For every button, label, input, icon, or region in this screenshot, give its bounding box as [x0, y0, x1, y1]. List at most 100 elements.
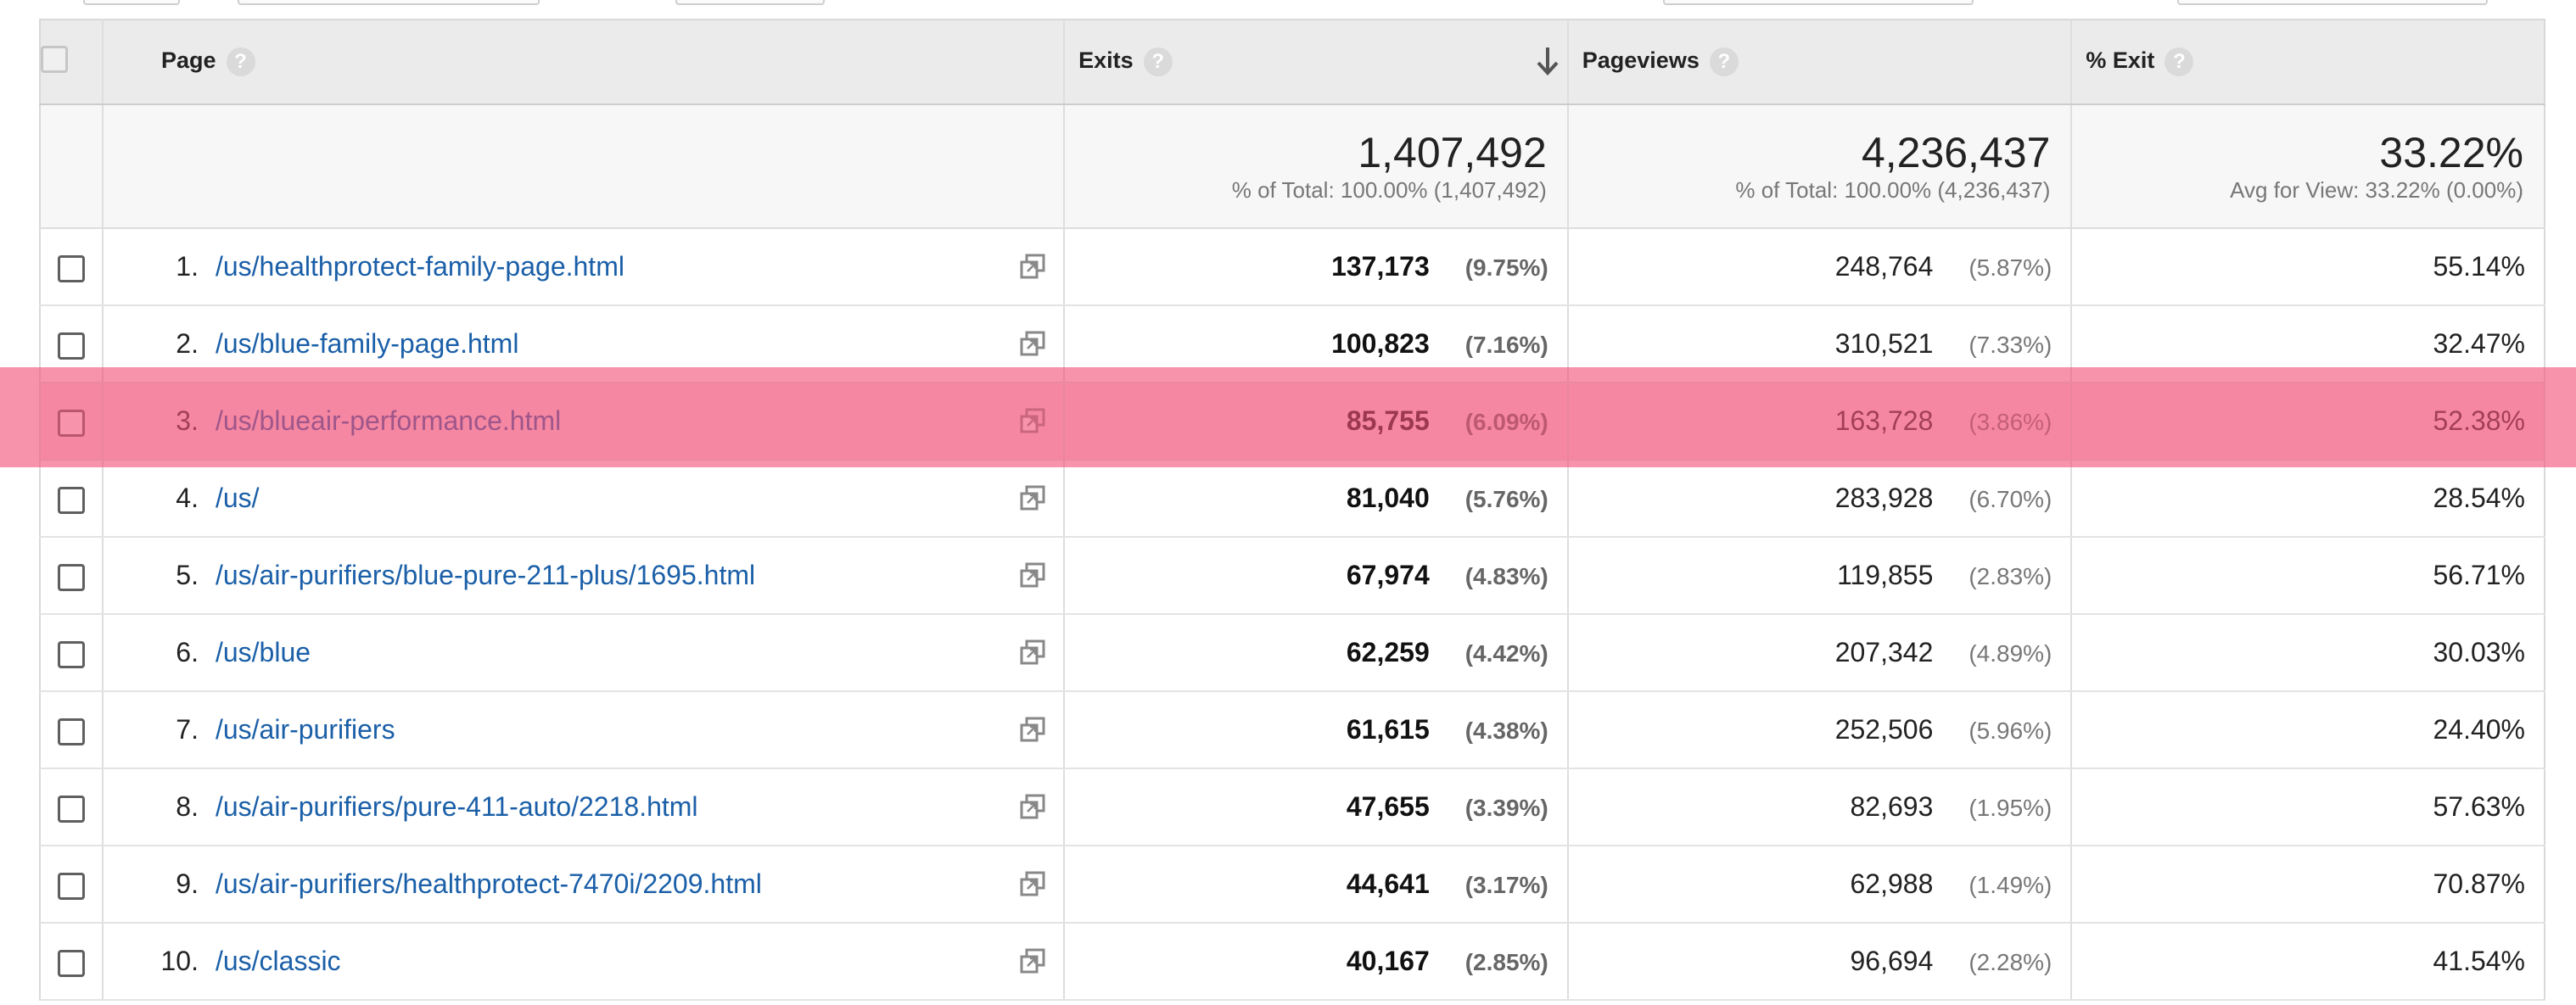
pageviews-percent: (1.49%)	[1968, 872, 2052, 898]
pct-exit-cell: 28.54%	[2071, 460, 2545, 538]
exits-total-sub: % of Total: 100.00% (1,407,492)	[1231, 177, 1547, 203]
row-checkbox[interactable]	[57, 254, 85, 282]
pageviews-value: 283,928	[1834, 483, 1934, 513]
open-external-icon[interactable]	[1019, 947, 1046, 974]
page-link[interactable]: /us/blue-family-page.html	[215, 328, 519, 359]
open-external-icon[interactable]	[1019, 330, 1046, 357]
toolbar-control-1[interactable]	[83, 0, 180, 5]
row-checkbox[interactable]	[57, 409, 85, 437]
row-checkbox[interactable]	[57, 640, 85, 668]
open-external-icon[interactable]	[1019, 870, 1046, 897]
pct-exit-cell: 57.63%	[2071, 768, 2545, 846]
page-link[interactable]: /us/healthprotect-family-page.html	[215, 251, 624, 282]
page-link[interactable]: /us/blue	[215, 637, 311, 667]
help-icon[interactable]: ?	[1709, 47, 1739, 76]
exits-percent: (5.76%)	[1464, 486, 1548, 512]
exits-cell: 61,615 (4.38%)	[1064, 691, 1569, 769]
pageviews-value: 163,728	[1834, 405, 1934, 436]
row-checkbox-cell	[40, 305, 104, 383]
table-row: 1. /us/healthprotect-family-page.html 137…	[40, 228, 2545, 306]
exits-percent: (4.38%)	[1464, 717, 1548, 744]
select-all-checkbox[interactable]	[41, 45, 68, 73]
arrow-down-icon[interactable]	[1535, 46, 1560, 84]
pageviews-cell: 119,855 (2.83%)	[1567, 537, 2073, 615]
row-checkbox[interactable]	[57, 872, 85, 900]
pct-exit-cell: 24.40%	[2071, 691, 2545, 769]
pageviews-cell: 207,342 (4.89%)	[1567, 614, 2073, 692]
page-link[interactable]: /us/air-purifiers/pure-411-auto/2218.htm…	[215, 791, 698, 822]
row-checkbox[interactable]	[57, 486, 85, 514]
open-external-icon[interactable]	[1019, 716, 1046, 743]
help-icon[interactable]: ?	[226, 47, 255, 76]
row-checkbox[interactable]	[57, 332, 85, 360]
pageviews-value: 96,694	[1850, 946, 1934, 976]
pct-exit-total-sub: Avg for View: 33.22% (0.00%)	[2230, 177, 2523, 203]
pageviews-cell: 252,506 (5.96%)	[1567, 691, 2073, 769]
page-link[interactable]: /us/classic	[215, 946, 341, 976]
exits-percent: (7.16%)	[1464, 332, 1548, 358]
pageviews-percent: (5.87%)	[1968, 254, 2052, 281]
page-link[interactable]: /us/air-purifiers/blue-pure-211-plus/169…	[215, 560, 756, 590]
table-body: 1. /us/healthprotect-family-page.html 137…	[40, 228, 2545, 1001]
totals-empty-cell	[40, 104, 104, 229]
page-cell: 9. /us/air-purifiers/healthprotect-7470i/…	[102, 846, 1066, 924]
row-checkbox[interactable]	[57, 717, 85, 745]
table-row: 8. /us/air-purifiers/pure-411-auto/2218.h…	[40, 768, 2545, 846]
pct-exit-cell: 56.71%	[2071, 537, 2545, 615]
pct-exit-value: 57.63%	[2433, 791, 2525, 822]
exits-cell: 62,259 (4.42%)	[1064, 614, 1569, 692]
toolbar-control-3[interactable]	[675, 0, 825, 5]
row-number: 1.	[176, 251, 199, 282]
exits-percent: (9.75%)	[1464, 254, 1548, 281]
pct-exit-column-header[interactable]: % Exit?	[2071, 20, 2545, 105]
exits-cell: 100,823 (7.16%)	[1064, 305, 1569, 383]
pageviews-cell: 310,521 (7.33%)	[1567, 305, 2073, 383]
table-row: 3. /us/blueair-performance.html 85,755 (6.…	[40, 382, 2545, 461]
row-number: 3.	[176, 405, 199, 436]
exits-percent: (2.85%)	[1464, 949, 1548, 975]
help-icon[interactable]: ?	[1143, 47, 1173, 76]
toolbar-control-2[interactable]	[238, 0, 540, 5]
page-link[interactable]: /us/air-purifiers	[215, 714, 395, 745]
page-cell: 2. /us/blue-family-page.html	[102, 305, 1066, 383]
pct-exit-value: 56.71%	[2433, 560, 2525, 590]
pageviews-cell: 283,928 (6.70%)	[1567, 460, 2073, 538]
open-external-icon[interactable]	[1019, 639, 1046, 666]
page-link[interactable]: /us/air-purifiers/healthprotect-7470i/22…	[215, 868, 762, 899]
pageviews-value: 248,764	[1834, 251, 1934, 282]
table-row: 9. /us/air-purifiers/healthprotect-7470i/…	[40, 846, 2545, 924]
open-external-icon[interactable]	[1019, 407, 1046, 434]
pageviews-percent: (1.95%)	[1968, 795, 2052, 821]
pct-exit-cell: 41.54%	[2071, 923, 2545, 1001]
pageviews-cell: 248,764 (5.87%)	[1567, 228, 2073, 306]
open-external-icon[interactable]	[1019, 484, 1046, 511]
page-link[interactable]: /us/	[215, 483, 260, 513]
open-external-icon[interactable]	[1019, 253, 1046, 280]
exits-value: 61,615	[1346, 714, 1430, 745]
exits-column-header[interactable]: Exits?	[1064, 20, 1569, 105]
row-number: 10.	[160, 946, 199, 976]
row-checkbox[interactable]	[57, 795, 85, 823]
page-cell: 7. /us/air-purifiers	[102, 691, 1066, 769]
exit-pages-table: Page? Exits? Pageviews? % Exit? 1,407,49…	[39, 19, 2545, 1001]
pageviews-column-header[interactable]: Pageviews?	[1567, 20, 2073, 105]
toolbar-control-5[interactable]	[2177, 0, 2488, 5]
page-column-header[interactable]: Page?	[102, 20, 1066, 105]
row-number: 8.	[176, 791, 199, 822]
open-external-icon[interactable]	[1019, 793, 1046, 820]
pct-exit-cell: 55.14%	[2071, 228, 2545, 306]
toolbar-control-4[interactable]	[1663, 0, 1974, 5]
row-checkbox-cell	[40, 382, 104, 461]
row-checkbox-cell	[40, 691, 104, 769]
pageviews-cell: 62,988 (1.49%)	[1567, 846, 2073, 924]
pageviews-percent: (6.70%)	[1968, 486, 2052, 512]
open-external-icon[interactable]	[1019, 561, 1046, 589]
row-checkbox[interactable]	[57, 563, 85, 591]
row-checkbox[interactable]	[57, 949, 85, 977]
help-icon[interactable]: ?	[2164, 47, 2194, 76]
row-checkbox-cell	[40, 537, 104, 615]
page-link[interactable]: /us/blueair-performance.html	[215, 405, 562, 436]
exits-cell: 85,755 (6.09%)	[1064, 382, 1569, 461]
pct-exit-value: 70.87%	[2433, 868, 2525, 899]
pct-exit-value: 24.40%	[2433, 714, 2525, 745]
